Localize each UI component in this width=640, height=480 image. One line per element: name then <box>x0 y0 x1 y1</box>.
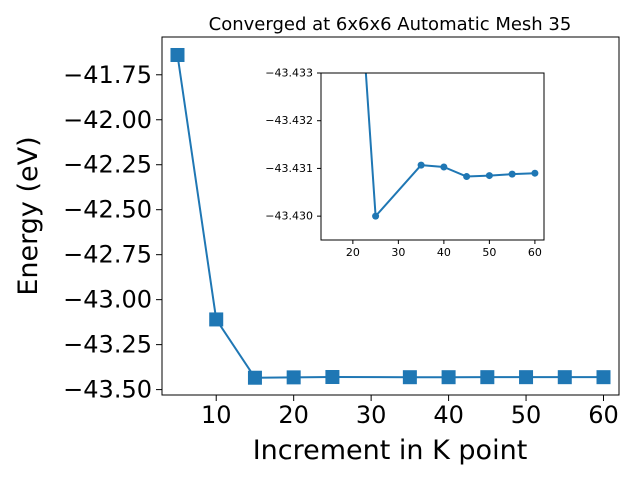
inset-x-tick-label: 60 <box>528 246 542 259</box>
inset-data-point <box>531 169 539 177</box>
main-y-axis-ticks: −41.75 −42.00 −42.25 −42.50 −42.75 −43.00 −43.… <box>63 61 162 404</box>
main-x-tick-label: 60 <box>588 401 619 429</box>
inset-chart: 20 30 40 50 60 −43.433 −43.432 −43.431 −43.430 <box>265 67 545 259</box>
main-y-tick-label: −43.25 <box>63 331 152 359</box>
main-data-point <box>247 370 262 385</box>
inset-y-tick-label: −43.430 <box>265 210 313 223</box>
main-x-tick-label: 50 <box>511 401 542 429</box>
main-data-point <box>441 370 456 385</box>
main-y-tick-label: −42.50 <box>63 196 152 224</box>
inset-data-point <box>440 163 448 171</box>
main-data-point <box>325 370 340 385</box>
inset-y-tick-label: −43.432 <box>265 114 313 127</box>
main-y-tick-label: −42.75 <box>63 241 152 269</box>
main-chart: 10 20 30 40 50 60 −41.75 −42.00 −42.25 −42.50 −42… <box>13 14 620 466</box>
inset-data-point <box>417 161 425 169</box>
inset-data-point <box>508 170 516 178</box>
inset-data-point <box>485 172 493 180</box>
main-data-point <box>402 370 417 385</box>
y-axis-label: Energy (eV) <box>13 136 44 295</box>
main-plot-frame <box>161 36 620 396</box>
x-axis-label: Increment in K point <box>253 435 528 466</box>
inset-data-point <box>463 173 471 181</box>
chart-title: Converged at 6x6x6 Automatic Mesh 35 <box>209 14 572 35</box>
main-y-tick-label: −42.25 <box>63 151 152 179</box>
inset-y-tick-label: −43.431 <box>265 162 313 175</box>
main-y-tick-label: −43.00 <box>63 286 152 314</box>
main-y-tick-label: −42.00 <box>63 106 152 134</box>
main-data-point <box>480 370 495 385</box>
main-x-tick-label: 30 <box>356 401 387 429</box>
inset-plot-frame <box>320 72 545 241</box>
main-y-tick-label: −43.50 <box>63 376 152 404</box>
main-x-tick-label: 20 <box>278 401 309 429</box>
inset-x-tick-label: 50 <box>482 246 496 259</box>
main-data-point <box>170 47 185 62</box>
main-data-point <box>209 312 224 327</box>
inset-y-tick-label: −43.433 <box>265 67 313 80</box>
main-x-axis-ticks: 10 20 30 40 50 60 <box>201 395 619 429</box>
inset-background <box>321 73 544 240</box>
main-data-point <box>519 370 534 385</box>
inset-data-point <box>372 212 380 220</box>
inset-x-tick-label: 20 <box>346 246 360 259</box>
main-data-point <box>557 370 572 385</box>
main-y-tick-label: −41.75 <box>63 61 152 89</box>
inset-x-tick-label: 40 <box>437 246 451 259</box>
inset-series <box>364 73 539 220</box>
main-data-point <box>286 370 301 385</box>
main-series <box>170 47 611 385</box>
main-x-tick-label: 40 <box>433 401 464 429</box>
inset-x-axis-ticks: 20 30 40 50 60 <box>346 240 542 259</box>
inset-x-tick-label: 30 <box>391 246 405 259</box>
main-x-tick-label: 10 <box>201 401 232 429</box>
inset-y-axis-ticks: −43.433 −43.432 −43.431 −43.430 <box>265 67 321 223</box>
inset-series-line <box>364 73 535 218</box>
main-data-point <box>596 370 611 385</box>
